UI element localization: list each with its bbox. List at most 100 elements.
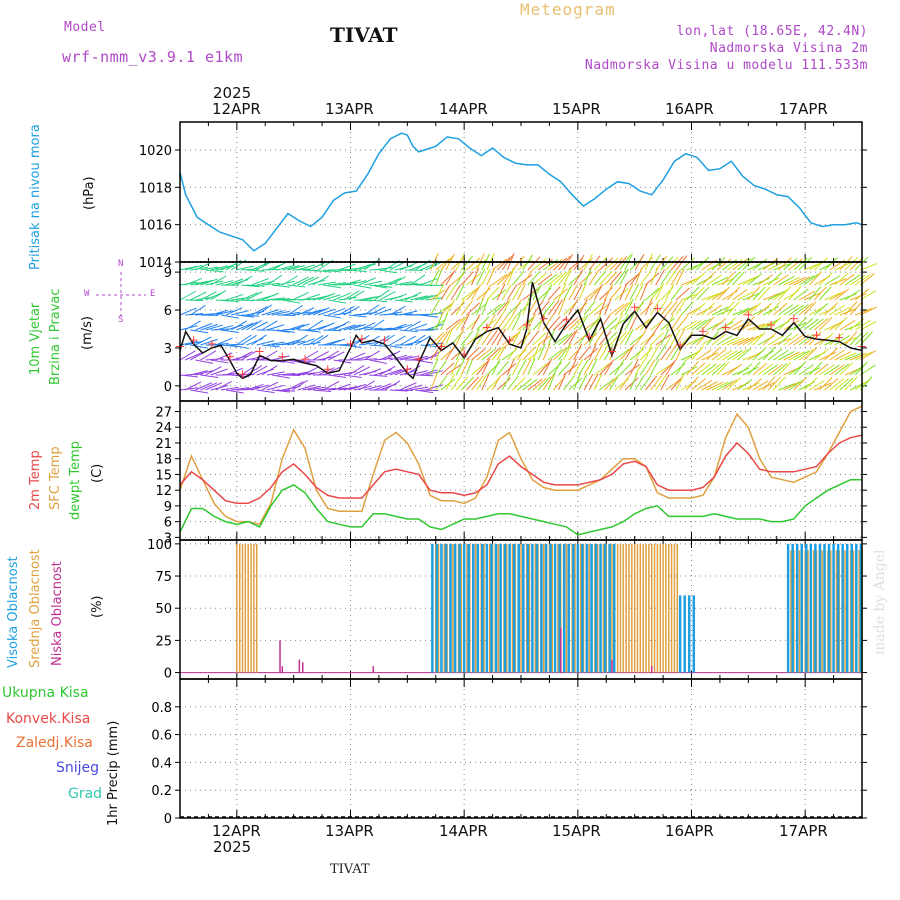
wind-vector bbox=[711, 306, 729, 316]
wind-vector bbox=[726, 271, 741, 286]
wind-vector bbox=[639, 346, 654, 361]
wind-gust-marker bbox=[698, 327, 707, 336]
wind-vector bbox=[808, 318, 824, 331]
wind-vector bbox=[184, 352, 202, 361]
wind-vector bbox=[686, 336, 703, 346]
wind-vector bbox=[481, 318, 497, 331]
wind-gust-marker bbox=[744, 310, 753, 319]
wind-vector bbox=[461, 289, 477, 301]
wind-vector bbox=[537, 376, 551, 391]
wind-vector bbox=[547, 273, 563, 286]
wind-vector bbox=[266, 297, 285, 301]
wind-vector bbox=[409, 334, 426, 346]
wind-vector bbox=[522, 346, 536, 361]
wind-vector bbox=[348, 314, 367, 318]
wind-vector bbox=[231, 387, 250, 391]
wind-vector bbox=[384, 368, 402, 376]
wind-vector bbox=[358, 342, 377, 346]
wind-vector bbox=[783, 351, 800, 361]
wind-vector bbox=[711, 333, 727, 346]
wind-vector bbox=[593, 256, 608, 271]
wind-vector bbox=[476, 268, 486, 286]
wind-vector bbox=[476, 360, 489, 376]
wind-vector bbox=[389, 323, 407, 331]
wind-vector bbox=[394, 299, 413, 303]
wind-vector bbox=[205, 358, 224, 361]
wind-vector bbox=[450, 358, 460, 376]
wind-vector bbox=[665, 283, 675, 301]
wind-vector bbox=[737, 336, 754, 346]
wind-vector bbox=[563, 363, 579, 376]
wind-vector bbox=[256, 368, 274, 376]
wind-vector bbox=[323, 294, 341, 301]
wind-vector bbox=[757, 274, 773, 286]
wind-vector bbox=[639, 256, 654, 271]
wind-vector bbox=[680, 331, 694, 346]
wind-vector bbox=[450, 317, 465, 331]
wind-vector bbox=[389, 368, 407, 376]
wind-gust-marker bbox=[238, 370, 247, 379]
wind-vector bbox=[210, 289, 227, 301]
wind-vector bbox=[282, 339, 300, 346]
wind-vector bbox=[639, 270, 652, 286]
wind-vector bbox=[599, 330, 612, 346]
wind-vector bbox=[829, 290, 846, 301]
wind-vector bbox=[241, 321, 258, 331]
wind-vector bbox=[318, 281, 336, 286]
wind-vector bbox=[762, 258, 778, 271]
wind-vector bbox=[460, 300, 473, 316]
wind-vector bbox=[394, 323, 413, 331]
wind-vector bbox=[844, 289, 861, 301]
wind-vector bbox=[384, 350, 401, 361]
wind-vector bbox=[593, 283, 604, 301]
wind-vector bbox=[542, 300, 555, 316]
wind-vector bbox=[292, 268, 311, 271]
wind-vector bbox=[328, 374, 347, 378]
tick-label-2: 12 bbox=[155, 484, 172, 499]
wind-vector bbox=[701, 363, 717, 376]
wind-vector bbox=[256, 340, 275, 346]
wind-vector bbox=[420, 328, 439, 331]
wind-vector bbox=[190, 370, 208, 376]
wind-vector bbox=[287, 324, 305, 331]
wind-vector bbox=[598, 344, 609, 361]
wind-vector bbox=[384, 380, 401, 391]
wind-vector bbox=[803, 273, 819, 286]
wind-vector bbox=[333, 359, 352, 364]
wind-vector bbox=[655, 344, 667, 361]
wind-vector bbox=[762, 346, 776, 361]
wind-vector bbox=[532, 300, 544, 316]
wind-vector bbox=[455, 269, 466, 286]
wind-vector bbox=[496, 360, 510, 376]
wind-vector bbox=[670, 314, 682, 331]
wind-vector bbox=[619, 283, 628, 301]
wind-vector bbox=[445, 373, 455, 391]
wind-vector bbox=[358, 322, 376, 331]
wind-vector bbox=[772, 376, 786, 391]
wind-vector bbox=[358, 380, 375, 391]
wind-vector bbox=[701, 293, 719, 301]
wind-vector bbox=[501, 363, 517, 376]
wind-vector bbox=[333, 383, 351, 391]
wind-vector bbox=[578, 283, 587, 301]
wind-vector bbox=[634, 299, 645, 316]
wind-gust-marker bbox=[562, 315, 571, 324]
wind-vector bbox=[491, 314, 503, 331]
wind-gust-marker bbox=[653, 304, 662, 313]
wind-vector bbox=[650, 268, 659, 286]
wind-vector bbox=[517, 359, 527, 376]
wind-vector bbox=[788, 286, 802, 301]
wind-vector bbox=[455, 376, 469, 391]
date-bottom-0: 12APR bbox=[212, 822, 261, 840]
wind-vector bbox=[727, 349, 743, 361]
wind-vector bbox=[481, 284, 492, 301]
wind-vector bbox=[205, 366, 222, 376]
wind-vector bbox=[527, 271, 541, 286]
wind-vector bbox=[272, 389, 291, 393]
wind-vector bbox=[563, 317, 578, 331]
wind-vector bbox=[460, 376, 475, 391]
wind-vector bbox=[752, 347, 767, 361]
wind-vector bbox=[860, 290, 877, 301]
wind-vector bbox=[292, 323, 310, 331]
wind-vector bbox=[512, 299, 522, 316]
